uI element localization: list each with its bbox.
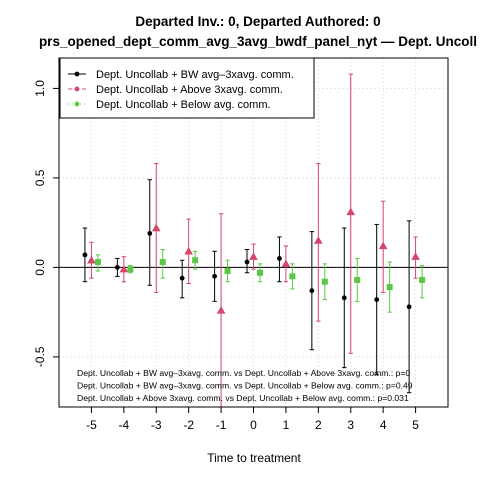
data-point bbox=[184, 246, 193, 255]
data-point bbox=[314, 236, 323, 244]
x-tick-label: -2 bbox=[183, 418, 194, 432]
data-point bbox=[346, 207, 356, 216]
data-point bbox=[94, 259, 101, 266]
data-point bbox=[87, 255, 96, 264]
data-point bbox=[321, 278, 328, 285]
data-point bbox=[378, 241, 388, 250]
series-3 bbox=[94, 249, 426, 313]
data-point bbox=[406, 304, 412, 310]
series-1 bbox=[82, 179, 412, 394]
data-point bbox=[147, 230, 153, 236]
legend-entry: Dept. Uncollab + Above 3xavg. comm. bbox=[96, 84, 283, 96]
data-point bbox=[281, 259, 291, 268]
data-point bbox=[309, 288, 315, 294]
x-tick-label: 0 bbox=[250, 418, 257, 432]
data-point bbox=[119, 264, 129, 273]
legend-marker bbox=[74, 101, 80, 107]
x-tick-label: 2 bbox=[315, 418, 322, 432]
data-point bbox=[127, 266, 134, 273]
data-point bbox=[419, 276, 426, 283]
data-point bbox=[341, 295, 347, 301]
y-axis: -0.5 0.0 0.5 1.0 bbox=[33, 80, 59, 367]
data-point bbox=[411, 252, 420, 260]
data-point bbox=[354, 276, 361, 283]
data-point bbox=[216, 306, 226, 314]
y-tick-label: -0.5 bbox=[33, 346, 47, 367]
x-tick-label: 3 bbox=[347, 418, 354, 432]
data-point bbox=[212, 273, 218, 279]
data-point bbox=[179, 275, 185, 281]
p-value-annotation: Dept. Uncollab + BW avg–3xavg. comm. vs … bbox=[77, 368, 410, 378]
y-tick-label: 0.0 bbox=[33, 259, 47, 276]
data-point bbox=[256, 269, 263, 276]
x-tick-label: 5 bbox=[412, 418, 419, 432]
data-marks bbox=[82, 73, 426, 408]
x-tick-label: 1 bbox=[283, 418, 290, 432]
series-2 bbox=[87, 73, 420, 408]
x-axis-label: Time to treatment bbox=[207, 451, 301, 465]
data-point bbox=[277, 256, 282, 261]
y-tick-label: 1.0 bbox=[33, 80, 47, 97]
data-point bbox=[244, 259, 250, 265]
data-point bbox=[151, 223, 161, 232]
x-tick-label: -4 bbox=[118, 418, 129, 432]
chart-title-line-2: prs_opened_dept_comm_avg_3avg_bwdf_panel… bbox=[39, 34, 477, 49]
x-tick-label: -1 bbox=[216, 418, 227, 432]
data-point bbox=[289, 273, 296, 280]
x-tick-label: -5 bbox=[86, 418, 97, 432]
data-point bbox=[114, 265, 120, 270]
p-value-annotations: Dept. Uncollab + BW avg–3xavg. comm. vs … bbox=[77, 368, 413, 403]
legend: Dept. Uncollab + BW avg–3xavg. comm. Dept… bbox=[59, 57, 315, 119]
legend-box bbox=[59, 57, 315, 119]
data-point bbox=[374, 297, 380, 303]
data-point bbox=[82, 252, 88, 258]
legend-entry: Dept. Uncollab + Below avg. comm. bbox=[96, 99, 271, 111]
y-tick-label: 0.5 bbox=[33, 169, 47, 186]
legend-marker bbox=[74, 86, 80, 92]
chart-title-line-1: Departed Inv.: 0, Departed Authored: 0 bbox=[135, 14, 380, 29]
x-tick-label: -3 bbox=[151, 418, 162, 432]
data-point bbox=[249, 252, 258, 260]
p-value-annotation: Dept. Uncollab + Above 3xavg. comm. vs D… bbox=[77, 393, 409, 403]
p-value-annotation: Dept. Uncollab + BW avg–3xavg. comm. vs … bbox=[77, 381, 413, 391]
data-point bbox=[192, 257, 199, 264]
x-tick-label: 4 bbox=[380, 418, 387, 432]
x-axis: -5 -4 -3 -2 -1 0 1 2 3 4 5 bbox=[86, 407, 419, 432]
data-point bbox=[159, 259, 166, 266]
legend-entry: Dept. Uncollab + BW avg–3xavg. comm. bbox=[96, 69, 294, 81]
data-point bbox=[224, 267, 231, 274]
data-point bbox=[386, 284, 393, 291]
legend-marker bbox=[74, 71, 80, 77]
